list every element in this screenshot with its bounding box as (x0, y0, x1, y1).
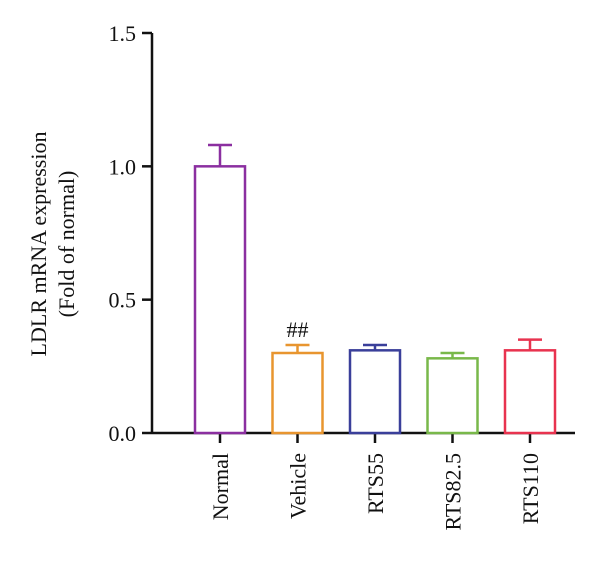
bars (193, 143, 557, 435)
labels: Normal Vehicle RTS55 RTS82.5 RTS110 ## (208, 317, 543, 531)
x-tick-label: RTS55 (363, 453, 388, 514)
bar-normal (193, 165, 247, 435)
x-axis (152, 431, 575, 443)
y-tick-label: 1.5 (109, 21, 137, 46)
bar-rts110 (503, 349, 557, 435)
y-axis: 0.0 0.5 1.0 1.5 (109, 21, 154, 446)
y-tick-label: 0.0 (109, 421, 137, 446)
y-axis-label-line2: (Fold of normal) (54, 171, 79, 318)
y-axis-label-line1: LDLR mRNA expression (26, 132, 51, 357)
bar-rts82-5 (426, 357, 479, 435)
y-axis-title: LDLR mRNA expression (Fold of normal) (26, 132, 79, 357)
bar-rts55 (348, 349, 402, 435)
x-tick-label: Normal (208, 453, 233, 520)
y-tick-label: 0.5 (109, 288, 137, 313)
bar-vehicle (271, 351, 324, 435)
x-tick-label: RTS82.5 (441, 453, 466, 531)
significance-annotation: ## (287, 317, 309, 342)
x-tick-label: RTS110 (518, 453, 543, 524)
y-tick-label: 1.0 (109, 154, 137, 179)
x-tick-label: Vehicle (286, 453, 311, 519)
